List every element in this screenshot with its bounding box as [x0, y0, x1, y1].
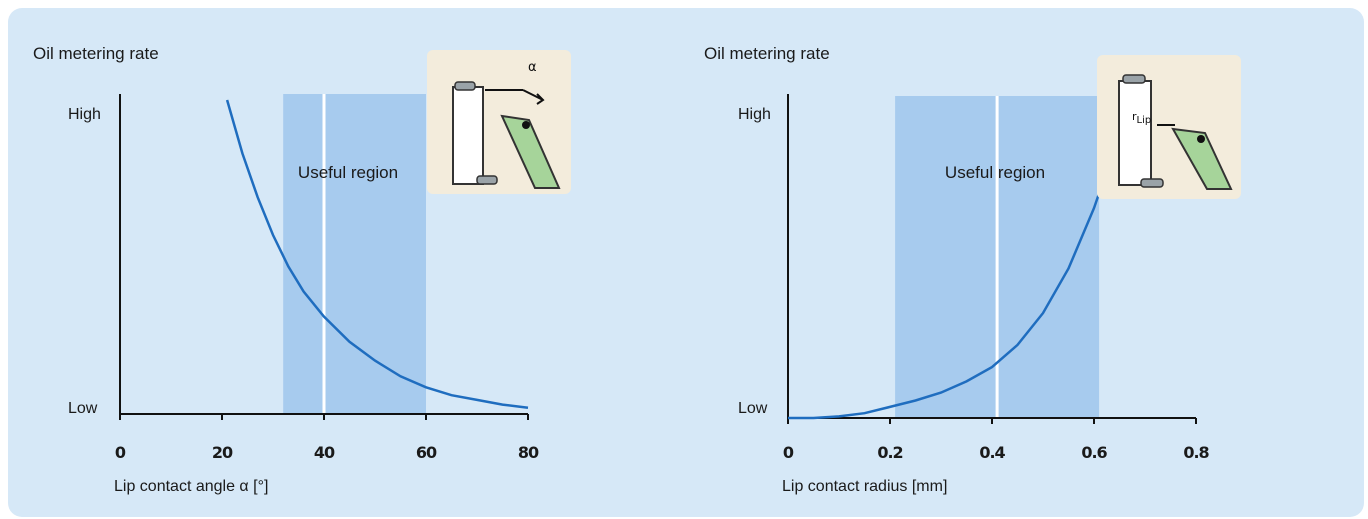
x-axis-title: Lip contact radius [mm]: [782, 478, 948, 495]
plot-area: [119, 50, 571, 420]
x-axis-title: Lip contact angle α [°]: [114, 478, 269, 495]
angle-arrow-icon: [522, 89, 545, 105]
useful-region-label: Useful region: [297, 163, 399, 182]
shaft-bottom-cap-icon: [1140, 178, 1164, 188]
inset-radius-subscript: Lip: [1136, 115, 1152, 127]
contact-point-icon: [522, 121, 530, 129]
x-tick-label: 0: [114, 443, 126, 462]
chart-panel: Oil metering rate High Low Useful region…: [8, 8, 1364, 517]
y-tick-low: Low: [738, 400, 768, 417]
x-tick-label: 0.4: [979, 443, 1005, 462]
y-axis-title: Oil metering rate: [704, 44, 830, 63]
plot-area: [787, 55, 1241, 424]
seal-lip-icon: [1171, 127, 1233, 190]
y-axis-title: Oil metering rate: [33, 44, 159, 63]
x-tick-label: 0: [782, 443, 794, 462]
inset-diagram: [1097, 55, 1241, 199]
inset-radius-label: rLip: [1132, 110, 1151, 126]
inset-diagram: [427, 50, 571, 194]
x-tick-label: 0.2: [877, 443, 903, 462]
y-tick-high: High: [68, 106, 101, 123]
chart-lip-contact-radius: Oil metering rate High Low Useful region…: [686, 8, 1364, 517]
useful-region-band: [283, 94, 426, 414]
inset-angle-label: α: [528, 60, 537, 75]
series-line: [225, 99, 529, 409]
shaft-icon: [452, 86, 484, 185]
series-line: [788, 163, 1111, 420]
x-tick-label: 20: [211, 443, 233, 462]
y-tick-low: Low: [68, 400, 98, 417]
contact-point-icon: [1197, 135, 1205, 143]
shaft-bottom-cap-icon: [476, 175, 498, 185]
x-tick-label: 80: [517, 443, 539, 462]
x-tick-label: 0.8: [1183, 443, 1209, 462]
seal-lip-icon: [500, 114, 561, 189]
inset-radius-symbol: r: [1132, 110, 1137, 123]
x-tick-label: 60: [415, 443, 437, 462]
chart-lip-contact-angle: Oil metering rate High Low Useful region…: [8, 8, 686, 517]
useful-region-label: Useful region: [944, 163, 1046, 182]
x-tick-label: 0.6: [1081, 443, 1107, 462]
x-tick-label: 40: [313, 443, 335, 462]
shaft-top-cap-icon: [1122, 74, 1146, 84]
shaft-top-cap-icon: [454, 81, 476, 91]
shaft-icon: [1118, 80, 1152, 186]
y-tick-high: High: [738, 106, 771, 123]
